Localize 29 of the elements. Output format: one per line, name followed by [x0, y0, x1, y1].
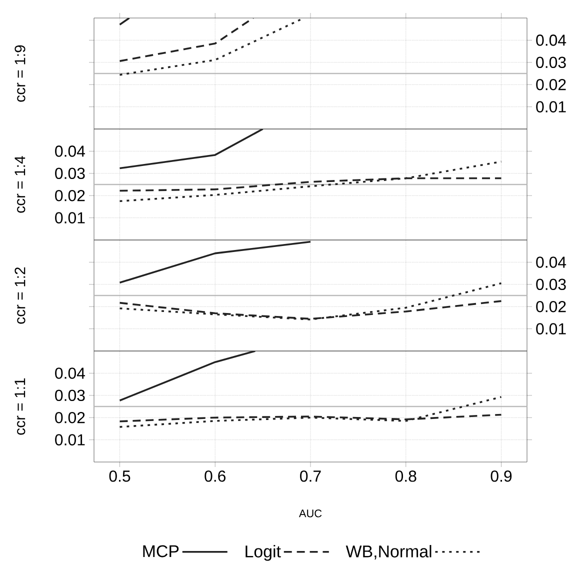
- y-tick-label: 0.04: [536, 34, 566, 46]
- y-tick-label: 0.01: [536, 101, 566, 112]
- x-tick-label: 0.9: [490, 470, 512, 482]
- x-tick-label: 0.5: [109, 470, 130, 482]
- y-axis-title: ccr = 1:1: [14, 378, 26, 435]
- x-tick-label: 0.6: [204, 470, 226, 482]
- x-axis-title: AUC: [298, 510, 322, 518]
- y-tick-label: 0.03: [536, 278, 566, 290]
- x-tick-label: 0.8: [395, 470, 416, 482]
- y-tick-label: 0.02: [55, 412, 85, 424]
- y-tick-label: 0.01: [55, 212, 85, 224]
- x-tick-label: 0.7: [300, 470, 321, 482]
- y-tick-label: 0.02: [536, 78, 566, 90]
- y-axis-title: ccr = 1:4: [14, 156, 26, 213]
- y-tick-label: 0.03: [55, 168, 85, 180]
- legend-label: MCP: [143, 545, 179, 558]
- y-tick-label: 0.04: [55, 146, 86, 157]
- y-tick-label: 0.04: [55, 368, 86, 379]
- y-tick-label: 0.01: [55, 434, 85, 446]
- y-tick-label: 0.03: [55, 390, 85, 402]
- y-tick-label: 0.03: [536, 56, 566, 68]
- y-axis-title: ccr = 1:9: [14, 45, 26, 102]
- legend-label: WB,Normal: [346, 545, 432, 560]
- y-tick-label: 0.01: [536, 323, 566, 334]
- y-tick-label: 0.02: [536, 300, 566, 312]
- legend-label: Logit: [246, 545, 281, 561]
- y-tick-label: 0.02: [55, 190, 85, 202]
- y-tick-label: 0.04: [536, 256, 566, 268]
- y-axis-title: ccr = 1:2: [14, 267, 26, 324]
